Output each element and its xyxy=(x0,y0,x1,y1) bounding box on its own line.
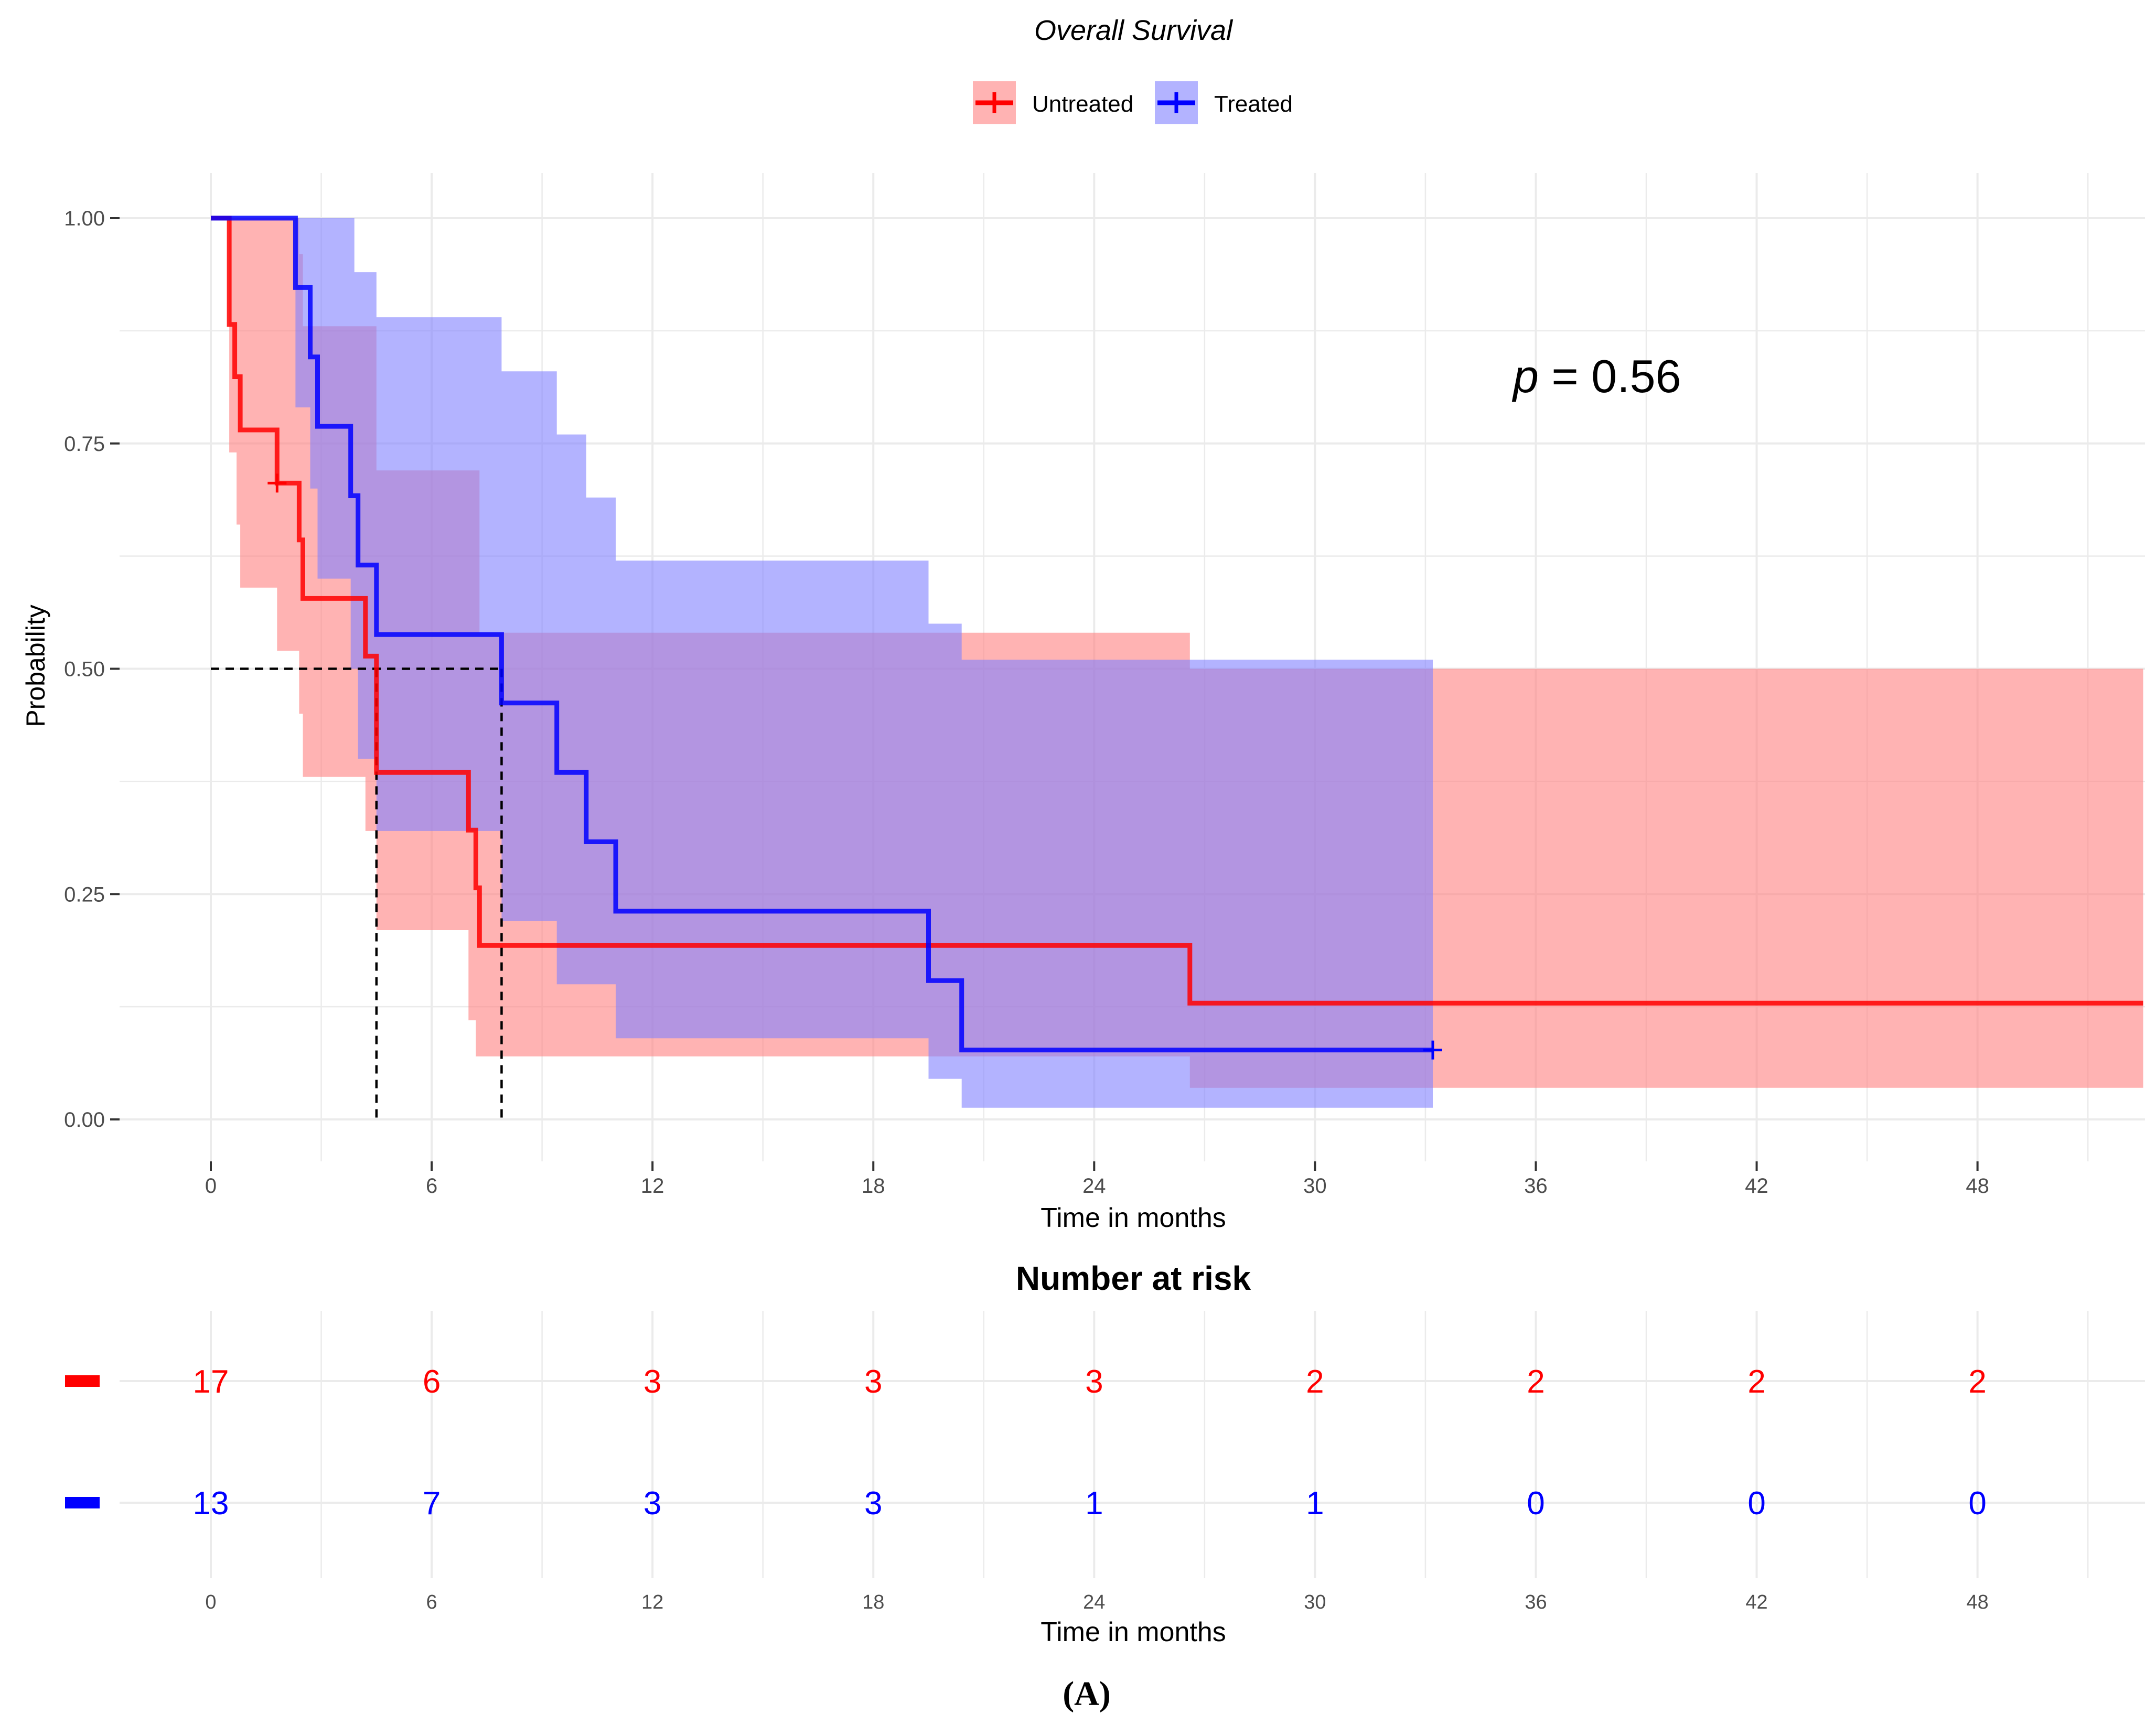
risk-row-key-untreated xyxy=(65,1375,100,1387)
x-axis-title: Time in months xyxy=(1041,1203,1226,1233)
risk-x-tick-label: 30 xyxy=(1304,1591,1326,1613)
risk-count-untreated: 2 xyxy=(1747,1364,1765,1400)
y-tick-label: 0.75 xyxy=(64,433,105,456)
risk-count-untreated: 17 xyxy=(193,1364,229,1400)
p-value-symbol: p xyxy=(1511,350,1539,402)
x-tick-label: 18 xyxy=(862,1174,885,1198)
risk-count-untreated: 6 xyxy=(423,1364,441,1400)
risk-x-tick-label: 0 xyxy=(205,1591,216,1613)
risk-count-untreated: 3 xyxy=(643,1364,661,1400)
chart-title: Overall Survival xyxy=(1034,15,1233,46)
x-tick-label: 6 xyxy=(426,1174,437,1198)
risk-count-treated: 1 xyxy=(1306,1485,1324,1522)
p-value: 0.56 xyxy=(1591,350,1681,402)
risk-x-tick-label: 6 xyxy=(426,1591,437,1613)
x-tick-label: 24 xyxy=(1082,1174,1106,1198)
x-tick-label: 30 xyxy=(1303,1174,1327,1198)
confidence-bands xyxy=(211,218,2143,1108)
risk-count-untreated: 2 xyxy=(1968,1364,1986,1400)
risk-values: 17 6 3 3 3 2 2 2 2 13 7 3 3 1 1 0 0 0 xyxy=(193,1364,1987,1522)
figure-caption: (A) xyxy=(1063,1675,1111,1713)
risk-count-treated: 7 xyxy=(423,1485,441,1522)
risk-x-tick-label: 24 xyxy=(1083,1591,1105,1613)
p-value-annotation: p = 0.56 xyxy=(1511,350,1681,402)
risk-count-untreated: 3 xyxy=(1085,1364,1103,1400)
grid-risk xyxy=(120,1311,2145,1578)
x-tick-label: 48 xyxy=(1966,1174,1989,1198)
y-tick-label: 0.25 xyxy=(64,883,105,906)
x-tick-label: 42 xyxy=(1745,1174,1768,1198)
risk-row-key-treated xyxy=(65,1497,100,1508)
y-axis: 0.00 0.25 0.50 0.75 1.00 xyxy=(64,207,120,1131)
risk-count-untreated: 2 xyxy=(1527,1364,1544,1400)
risk-count-untreated: 3 xyxy=(864,1364,882,1400)
y-tick-label: 0.50 xyxy=(64,658,105,681)
risk-count-treated: 0 xyxy=(1747,1485,1765,1522)
survival-curves xyxy=(211,215,2143,1053)
risk-count-treated: 3 xyxy=(643,1485,661,1522)
risk-x-tick-label: 36 xyxy=(1525,1591,1547,1613)
risk-count-treated: 3 xyxy=(864,1485,882,1522)
risk-x-axis: 0 6 12 18 24 30 36 42 48 xyxy=(205,1591,1988,1613)
y-axis-title: Probability xyxy=(21,605,50,727)
risk-x-tick-label: 18 xyxy=(862,1591,884,1613)
risk-count-treated: 1 xyxy=(1085,1485,1103,1522)
risk-count-treated: 13 xyxy=(193,1485,229,1522)
legend-label-treated: Treated xyxy=(1214,91,1293,117)
risk-table-title: Number at risk xyxy=(1016,1259,1251,1297)
risk-count-treated: 0 xyxy=(1527,1485,1544,1522)
survival-curve-untreated xyxy=(211,215,2143,1006)
p-value-equals: = xyxy=(1539,350,1591,402)
x-tick-label: 0 xyxy=(205,1174,217,1198)
survival-curve-treated xyxy=(211,215,1433,1053)
x-tick-label: 36 xyxy=(1524,1174,1548,1198)
legend-label-untreated: Untreated xyxy=(1032,91,1133,117)
risk-x-tick-label: 12 xyxy=(641,1591,663,1613)
x-axis: 0 6 12 18 24 30 36 42 48 xyxy=(205,1161,1989,1198)
survival-plot-area: 0.00 0.25 0.50 0.75 1.00 0 6 12 18 24 30 36 42 48 xyxy=(64,173,2145,1198)
risk-x-tick-label: 42 xyxy=(1745,1591,1767,1613)
ci-band-treated xyxy=(211,218,1433,1108)
risk-x-axis-title: Time in months xyxy=(1041,1617,1226,1647)
risk-count-treated: 0 xyxy=(1968,1485,1986,1522)
risk-x-tick-label: 48 xyxy=(1966,1591,1988,1613)
x-tick-label: 12 xyxy=(641,1174,664,1198)
risk-table: Number at risk 17 6 3 3 3 2 2 2 2 13 7 3 3 1 1 0 0 0 0 6 12… xyxy=(65,1259,2145,1647)
censor-marks xyxy=(267,473,1442,1060)
risk-count-untreated: 2 xyxy=(1306,1364,1324,1400)
y-tick-label: 0.00 xyxy=(64,1108,105,1131)
legend: Untreated Treated xyxy=(973,81,1293,124)
y-tick-label: 1.00 xyxy=(64,207,105,230)
